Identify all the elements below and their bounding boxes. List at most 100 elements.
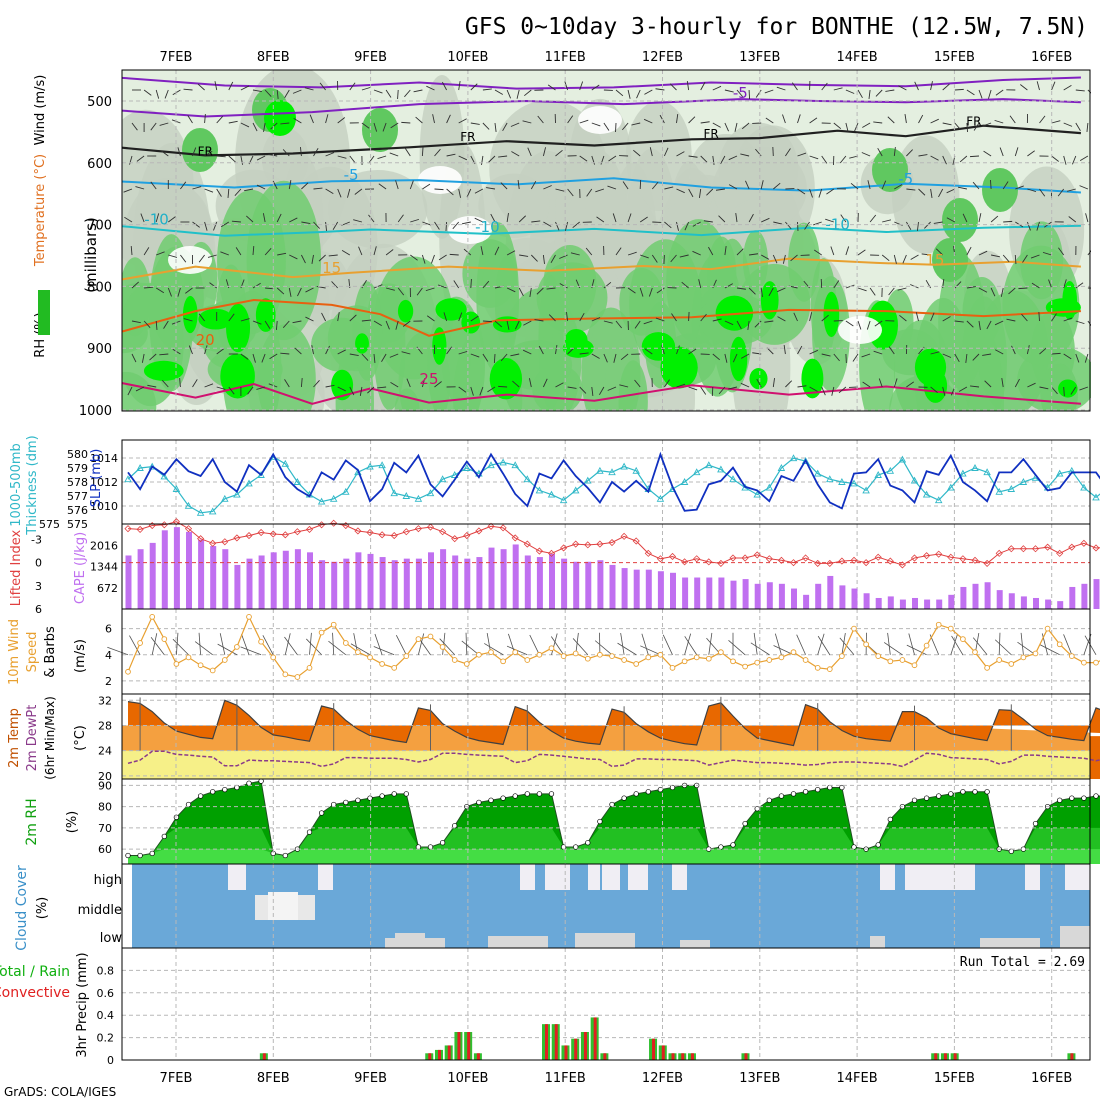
thickness-point [208,507,217,515]
wind-barb [700,121,710,124]
thickness-point [487,461,495,469]
wind-barb [490,213,496,223]
precip-convective-bar [603,1053,607,1060]
lifted-index-point [439,528,447,536]
wind-barb [772,378,775,388]
lifted-index-point [209,539,217,547]
wind-barb [718,215,726,223]
wind-barb [1051,352,1061,355]
wind-barb [839,637,855,656]
rh-point [367,795,373,801]
wind-speed-point [681,658,688,665]
wind-barb [893,378,898,388]
rh-green-cell [394,388,420,411]
wind-barb [192,221,200,228]
wind-barb [197,83,205,91]
cape-bar [718,577,725,609]
wind-barb [389,353,399,358]
thickness-point [789,454,798,462]
wind-barb [636,89,641,99]
wind-barb [204,188,214,193]
wind-barb [982,122,992,127]
wind-barb [151,633,158,655]
thickness-point [862,486,870,494]
wind-barb [150,181,157,190]
wind-speed-point [766,657,773,663]
wind-barb [353,219,363,223]
rh-bright-cell [729,336,748,382]
wind-barb [332,221,339,230]
cape-bar [125,555,132,609]
wind-barb [1051,81,1056,91]
wind-barb [461,640,480,656]
bottom-date-tick-label: 7FEB [160,1071,193,1086]
wind-barb [603,281,612,289]
wind-barb [1063,84,1072,91]
wind-barb [529,287,532,297]
wind-barb [988,89,992,99]
wind-barb [1075,282,1084,289]
wind-barb [662,634,673,655]
wind-barb [337,386,346,392]
wind-barb [172,348,181,355]
lifted-index-point [923,552,931,560]
rh-green-cell [1020,221,1064,300]
cloud-low-block [1060,926,1090,948]
wind-barb [603,122,610,131]
cloud-cover-panel: high middle low Cloud Cover (%) [14,863,1091,951]
rh-bright-cell [182,295,198,334]
lifted-index-point [717,559,725,567]
wind-barb [551,633,558,655]
wind-barb [234,188,242,196]
wind-barb [204,221,208,231]
wind-speed-point [524,657,531,663]
wind-barb [978,250,988,256]
rh-point [427,844,434,850]
wind-barb [220,221,230,228]
wind-barb [881,180,887,190]
wind-barb [135,386,145,392]
rh-point [161,833,167,840]
lifted-index-point [281,531,289,539]
thickness-point [366,462,374,470]
wind-speed-point [209,667,216,674]
wind-barb [289,254,298,260]
thickness-point [692,468,701,476]
rh-green-cell [257,323,316,411]
wind-speed-point [173,661,180,667]
wind-barb [760,254,770,260]
wind-barb [631,122,641,126]
wind-barb [235,247,242,256]
wind-barb [1020,632,1024,655]
rh-point [548,791,555,797]
rh-point [137,852,143,859]
wind-speed-point [1044,625,1051,632]
lifted-index-point [1044,543,1052,551]
wind-barb [131,353,137,363]
isotherm-line [122,224,1081,237]
wind-barb [1051,386,1058,395]
wind-barb [655,317,665,322]
wind-barb [542,254,545,264]
wind-barb [700,81,706,91]
wind-barb [527,147,532,157]
thickness-tick-label: 575 [39,518,60,531]
wind-barb [833,87,843,91]
cloud-low-block [870,936,885,948]
wind-barb [966,320,974,328]
precip-convective-legend: Convective [0,985,70,1001]
wind-barb [579,352,589,355]
wind-barb [349,155,356,164]
wind-speed-point [621,657,627,663]
wind-barb [1027,382,1036,388]
wind-barb [187,115,193,124]
wind-barb [373,353,376,363]
wind-barb [204,113,206,124]
temp-tick-label: 32 [98,694,112,707]
rh-bright-cell [749,368,768,390]
wind-barb [1022,254,1028,263]
rh-point [185,801,192,808]
wind-barb [458,312,463,322]
wind-barb [966,246,972,256]
rh-point [573,844,579,850]
